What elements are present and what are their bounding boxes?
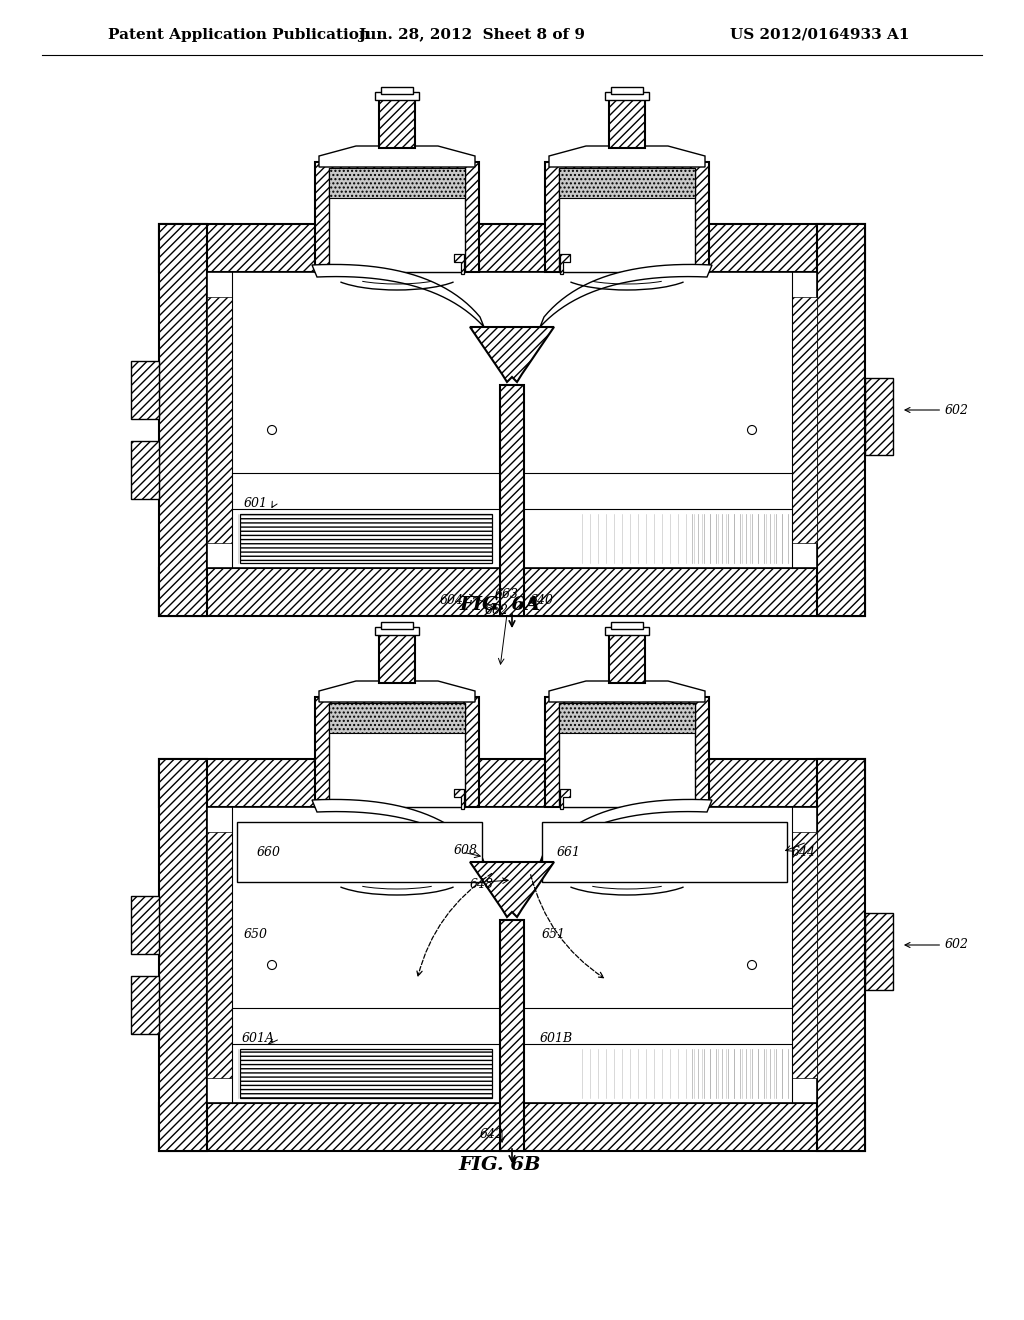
Bar bbox=[500, 385, 524, 616]
Text: Jun. 28, 2012  Sheet 8 of 9: Jun. 28, 2012 Sheet 8 of 9 bbox=[358, 28, 586, 42]
Polygon shape bbox=[792, 832, 817, 1078]
Polygon shape bbox=[549, 147, 705, 168]
Polygon shape bbox=[540, 800, 712, 862]
Polygon shape bbox=[207, 297, 232, 543]
Text: 642: 642 bbox=[480, 1129, 504, 1142]
Text: 608: 608 bbox=[454, 843, 478, 857]
Polygon shape bbox=[375, 627, 419, 635]
Bar bbox=[240, 513, 492, 564]
Bar bbox=[207, 272, 817, 568]
Polygon shape bbox=[817, 759, 865, 1151]
Text: Patent Application Publication: Patent Application Publication bbox=[108, 28, 370, 42]
Polygon shape bbox=[609, 94, 645, 148]
Polygon shape bbox=[454, 253, 464, 275]
Text: 601A: 601A bbox=[242, 1032, 275, 1045]
Circle shape bbox=[267, 425, 276, 434]
Circle shape bbox=[748, 425, 757, 434]
Text: 662: 662 bbox=[485, 605, 509, 618]
Text: 644: 644 bbox=[792, 846, 816, 858]
Text: 663: 663 bbox=[495, 587, 519, 601]
Circle shape bbox=[267, 961, 276, 969]
Bar bbox=[329, 704, 465, 807]
Polygon shape bbox=[319, 681, 475, 702]
Text: 660: 660 bbox=[257, 846, 281, 858]
Text: FIG. 6B: FIG. 6B bbox=[459, 1156, 542, 1173]
Polygon shape bbox=[131, 975, 159, 1034]
Polygon shape bbox=[159, 224, 865, 272]
Polygon shape bbox=[159, 759, 865, 807]
Polygon shape bbox=[159, 759, 207, 1151]
Polygon shape bbox=[159, 224, 207, 616]
Text: 651: 651 bbox=[542, 928, 566, 941]
Bar bbox=[559, 168, 695, 272]
Bar bbox=[559, 704, 695, 733]
Polygon shape bbox=[549, 681, 705, 702]
Polygon shape bbox=[605, 627, 649, 635]
Text: 601B: 601B bbox=[540, 1032, 573, 1045]
Bar bbox=[381, 87, 413, 94]
Text: FIG. 6A: FIG. 6A bbox=[460, 597, 541, 614]
Bar bbox=[329, 704, 465, 733]
Bar bbox=[500, 920, 524, 1151]
Polygon shape bbox=[609, 630, 645, 682]
Text: 602: 602 bbox=[905, 404, 969, 417]
Polygon shape bbox=[545, 697, 709, 807]
Bar bbox=[207, 807, 817, 1104]
Circle shape bbox=[748, 961, 757, 969]
Polygon shape bbox=[560, 253, 570, 275]
Bar bbox=[542, 822, 787, 882]
Polygon shape bbox=[375, 92, 419, 100]
Text: 650: 650 bbox=[244, 928, 268, 941]
Polygon shape bbox=[470, 327, 554, 381]
Polygon shape bbox=[207, 832, 232, 1078]
Bar bbox=[559, 704, 695, 807]
Text: 601: 601 bbox=[244, 498, 268, 511]
Polygon shape bbox=[454, 789, 464, 809]
Polygon shape bbox=[865, 378, 893, 455]
Bar bbox=[329, 168, 465, 272]
Polygon shape bbox=[379, 630, 415, 682]
Polygon shape bbox=[131, 360, 159, 418]
Polygon shape bbox=[131, 441, 159, 499]
Bar bbox=[381, 622, 413, 630]
Polygon shape bbox=[312, 264, 484, 327]
Polygon shape bbox=[605, 92, 649, 100]
Polygon shape bbox=[865, 913, 893, 990]
Text: 640: 640 bbox=[530, 594, 554, 606]
Text: 604: 604 bbox=[440, 594, 464, 606]
Polygon shape bbox=[159, 568, 865, 616]
Polygon shape bbox=[817, 224, 865, 616]
Bar bbox=[329, 168, 465, 198]
Text: 661: 661 bbox=[557, 846, 581, 858]
Polygon shape bbox=[379, 94, 415, 148]
Polygon shape bbox=[560, 789, 570, 809]
Polygon shape bbox=[159, 1104, 865, 1151]
Polygon shape bbox=[545, 162, 709, 272]
Polygon shape bbox=[131, 896, 159, 954]
Text: 602: 602 bbox=[905, 939, 969, 952]
Bar bbox=[240, 1049, 492, 1098]
Polygon shape bbox=[319, 147, 475, 168]
Polygon shape bbox=[315, 697, 479, 807]
Bar bbox=[611, 87, 643, 94]
Bar bbox=[611, 622, 643, 630]
Polygon shape bbox=[470, 862, 554, 917]
Bar bbox=[237, 822, 482, 882]
Polygon shape bbox=[312, 800, 484, 862]
Polygon shape bbox=[540, 264, 712, 327]
Text: 648: 648 bbox=[470, 878, 494, 891]
Bar bbox=[559, 168, 695, 198]
Polygon shape bbox=[792, 297, 817, 543]
Text: US 2012/0164933 A1: US 2012/0164933 A1 bbox=[730, 28, 910, 42]
Polygon shape bbox=[315, 162, 479, 272]
